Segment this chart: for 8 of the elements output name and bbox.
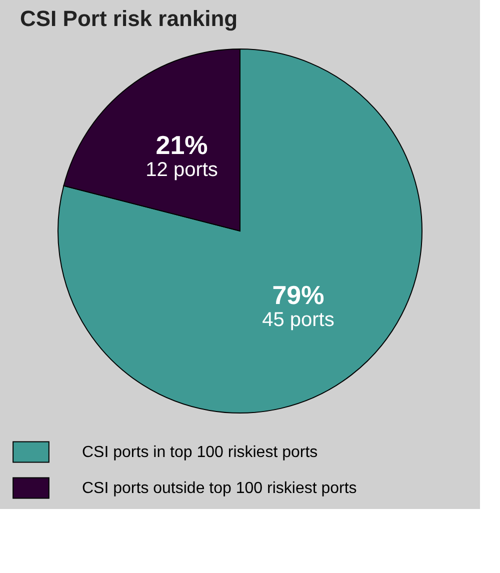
legend-label: CSI ports in top 100 riskiest ports xyxy=(82,444,318,461)
legend-label: CSI ports outside top 100 riskiest ports xyxy=(82,480,357,497)
pie-slice xyxy=(58,48,422,414)
text: 12 ports xyxy=(146,158,218,181)
data-label: 79% xyxy=(272,280,324,310)
data-label: 21% xyxy=(156,130,208,160)
text: 45 ports xyxy=(262,309,334,332)
chart-title: CSI Port risk ranking xyxy=(20,6,238,31)
